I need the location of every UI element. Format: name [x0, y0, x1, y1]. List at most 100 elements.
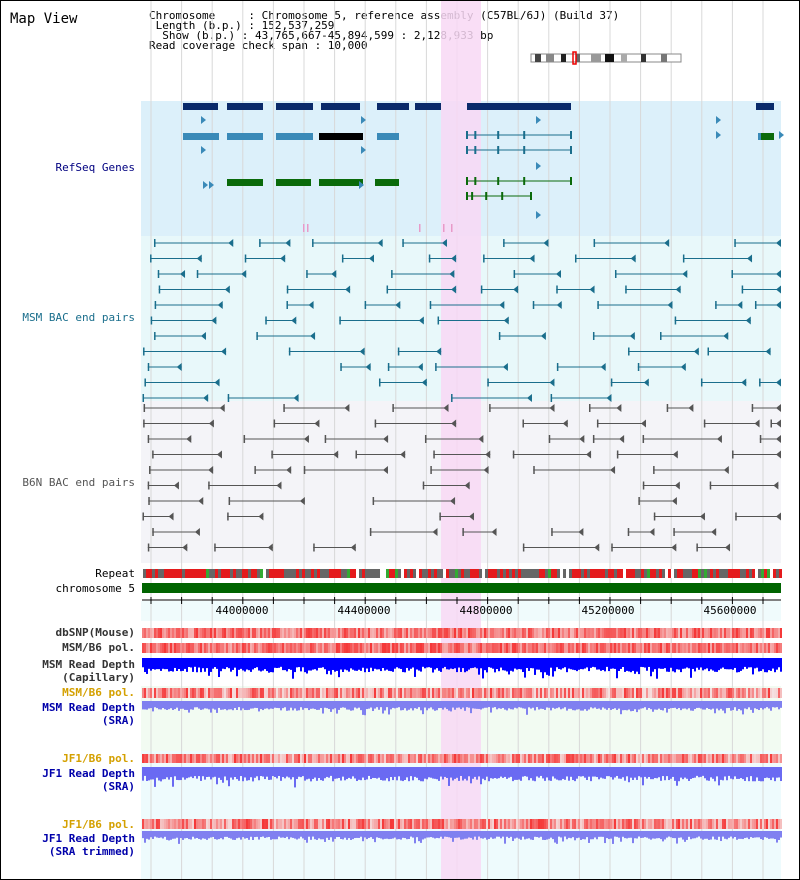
- msm-depth-capillary-bar: [578, 658, 580, 670]
- msm-bac-label-text[interactable]: MSM BAC end pairs: [22, 311, 135, 324]
- jf1-depth-trim-bar: [674, 831, 676, 839]
- jf1-b6-pol-cell: [398, 754, 400, 763]
- repeat-track[interactable]: [143, 569, 782, 578]
- msm-depth-capillary-bar: [392, 658, 394, 672]
- jf1-depth-sra-bar: [672, 767, 674, 777]
- jf1-depth-trim-bar: [176, 831, 178, 838]
- msm-b6-pol-cell: [636, 688, 638, 698]
- msm-b6-pol-cell: [622, 688, 624, 698]
- msm-bac-pair-end: [664, 239, 670, 247]
- dbsnp-cell: [390, 628, 392, 638]
- msm-b6-pol-cell: [496, 688, 498, 698]
- jf1-b6-pol-cell: [262, 754, 264, 763]
- msm-b6-pol-cell: [776, 643, 778, 653]
- msm-b6-pol-cell: [748, 688, 750, 698]
- b6n-bac-end-pairs-track[interactable]: [142, 404, 781, 552]
- jf1-depth-trim-bar: [288, 831, 290, 840]
- msm-b6-pol-cell: [482, 643, 484, 653]
- msm-depth-capillary-bar: [364, 658, 366, 673]
- msm-b6-pol-cell: [254, 688, 256, 698]
- exon: [523, 131, 526, 139]
- msm-depth-capillary-bar: [774, 658, 776, 673]
- b6n-bac-pair-end: [143, 419, 145, 428]
- msm-b6-pol-cell: [602, 688, 604, 698]
- jf1-b6-pol-cell: [540, 754, 542, 763]
- msm-depth-sra-bar: [546, 701, 548, 708]
- dbsnp-cell: [564, 628, 566, 638]
- b6n-bac-pair-end: [640, 419, 646, 428]
- jf1-b6-pol-cell: [548, 819, 550, 829]
- msm-depth-sra-bar: [646, 701, 648, 710]
- msm-b6-pol-cell: [154, 688, 156, 698]
- msm-depth-sra-bar: [754, 701, 756, 709]
- jf1-depth-sra-bar: [382, 767, 384, 781]
- dbsnp-cell: [322, 628, 324, 638]
- msm-bac-pair-end: [592, 332, 595, 340]
- msm-b6-pol-cell: [312, 643, 314, 653]
- msm-b6-pol-cell: [702, 688, 704, 698]
- msm-b6-pol-cell: [644, 688, 646, 698]
- jf1-depth-trim-bar: [562, 831, 564, 842]
- msm-depth-sra-bar: [634, 701, 636, 710]
- dbsnp-cell: [168, 628, 170, 638]
- msm-bac-label[interactable]: MSM BAC end pairs: [1, 311, 135, 324]
- jf1-b6-pol-cell: [452, 819, 454, 829]
- jf1-depth-sra-bar: [418, 767, 420, 781]
- msm-depth-sra-bar: [264, 701, 266, 709]
- jf1-b6-pol-cell: [682, 754, 684, 763]
- msm-bac-end-pairs-track[interactable]: [142, 239, 781, 402]
- dbsnp-cell: [434, 628, 436, 638]
- jf1-depth-sra-bar: [420, 767, 422, 782]
- jf1-depth-sra-bar: [616, 767, 618, 776]
- msm-depth-capillary-bar: [666, 658, 668, 672]
- jf1-depth-sra-bar: [712, 767, 714, 779]
- b6n-bac-pair-end: [512, 450, 515, 459]
- jf1-depth-sra-bar: [644, 767, 646, 777]
- jf1-b6-pol-cell: [566, 819, 568, 829]
- msm-b6-pol-cell: [484, 688, 486, 698]
- dbsnp-cell: [454, 628, 456, 638]
- jf1-depth-sra-bar: [330, 767, 332, 776]
- jf1-depth-sra-bar: [680, 767, 682, 778]
- msm-depth-capillary-bar: [770, 658, 772, 671]
- msm-depth-sra-bar: [538, 701, 540, 710]
- refseq-label-text[interactable]: RefSeq Genes: [55, 161, 135, 174]
- jf1-b6-pol-cell: [144, 819, 146, 829]
- repeat-block: [437, 569, 440, 578]
- msm-depth-sra-bar: [612, 701, 614, 710]
- msm-depth-capillary-bar: [476, 658, 478, 669]
- jf1-depth-sra-bar: [412, 767, 414, 781]
- msm-depth-capillary-bar: [278, 658, 280, 668]
- msm-b6-pol-cell: [200, 643, 202, 653]
- jf1-b6-pol-cell: [148, 819, 150, 829]
- msm-depth-sra-bar: [442, 701, 444, 710]
- b6n-bac-label[interactable]: B6N BAC end pairs: [1, 476, 135, 489]
- gene-feature: [276, 133, 313, 140]
- jf1-b6-pol-cell: [298, 754, 300, 763]
- msm-b6-pol-cell: [240, 688, 242, 698]
- dbsnp-cell: [686, 628, 688, 638]
- refseq-genes-label[interactable]: RefSeq Genes: [1, 161, 135, 174]
- repeat-block: [572, 569, 575, 578]
- msm-depth-sra-bar: [726, 701, 728, 709]
- jf1-depth-trim-bar: [440, 831, 442, 837]
- msm-b6-pol-cell: [778, 643, 780, 653]
- dbsnp-cell: [640, 628, 642, 638]
- chromosome-ideogram[interactable]: [530, 51, 682, 65]
- jf1-b6-pol-cell: [440, 754, 442, 763]
- jf1-b6-pol-cell: [224, 819, 226, 829]
- jf1-b6-pol-cell: [472, 754, 474, 763]
- jf1-depth-trim-bar: [202, 831, 204, 839]
- dbsnp-cell: [700, 628, 702, 638]
- msm-b6-pol-cell: [336, 688, 338, 698]
- msm-b6-pol-cell: [768, 688, 770, 698]
- jf1-depth-sra-bar: [596, 767, 598, 778]
- b6n-bac-label-text[interactable]: B6N BAC end pairs: [22, 476, 135, 489]
- msm-depth-capillary-bar: [506, 658, 508, 672]
- refseq-genes-track[interactable]: [183, 103, 784, 232]
- msm-b6-pol-cell: [654, 688, 656, 698]
- msm-b6-pol-cell: [572, 688, 574, 698]
- msm-b6-pol-cell: [608, 688, 610, 698]
- jf1-depth-trim-bar: [600, 831, 602, 837]
- msm-depth-capillary-bar: [326, 658, 328, 675]
